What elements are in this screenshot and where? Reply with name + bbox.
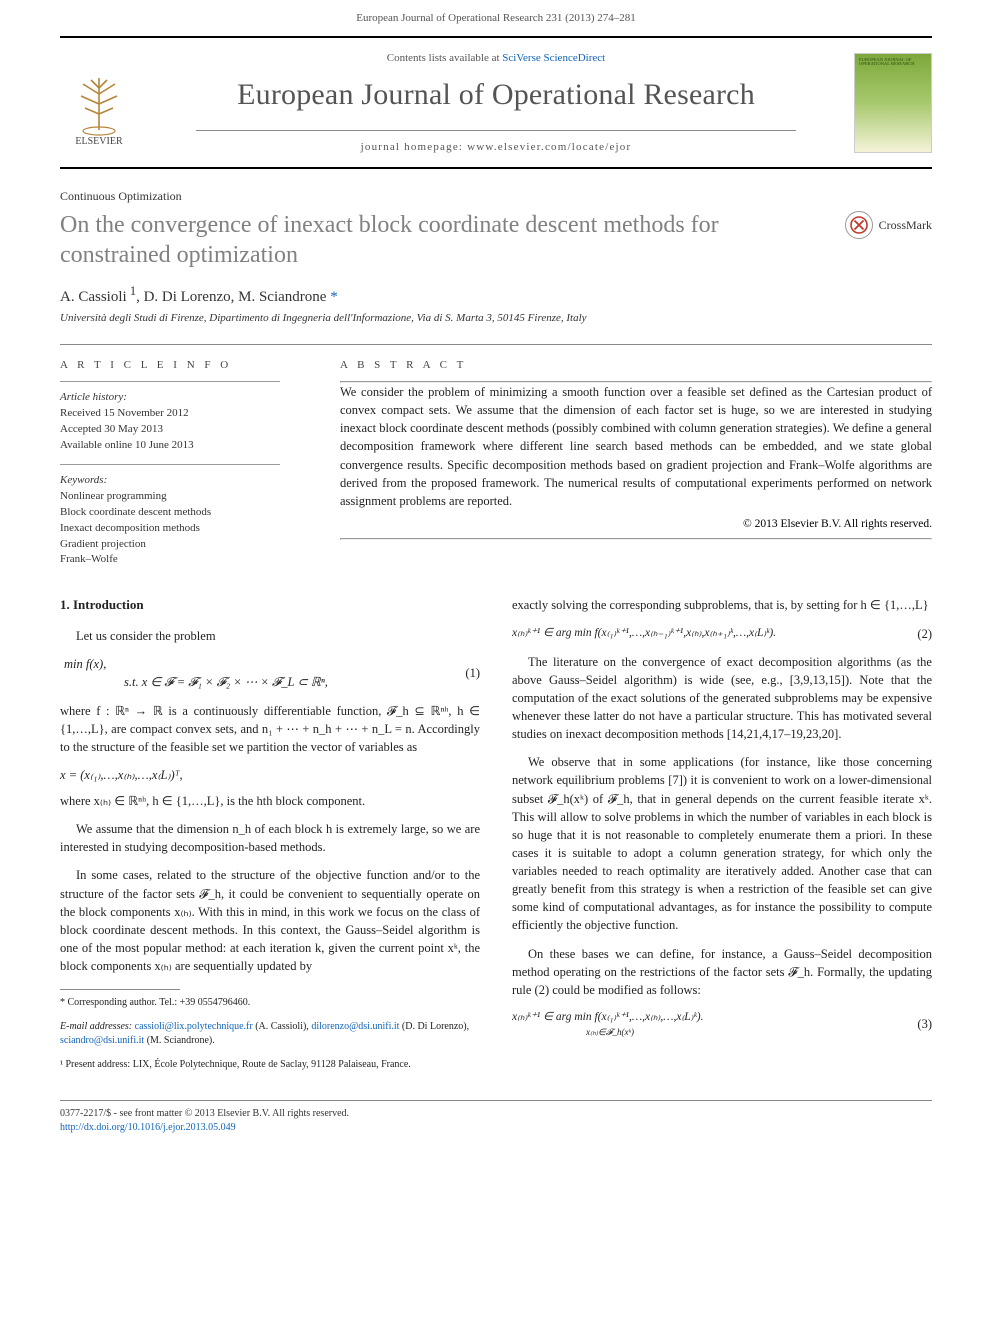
journal-masthead: ELSEVIER Contents lists available at Sci… <box>60 38 932 167</box>
authors-line: A. Cassioli 1, D. Di Lorenzo, M. Sciandr… <box>60 284 932 306</box>
publisher-logo: ELSEVIER <box>60 59 138 147</box>
fn-emails-label: E-mail addresses: <box>60 1021 135 1032</box>
contents-line: Contents lists available at SciVerse Sci… <box>156 52 836 64</box>
para-3: where x₍ₕ₎ ∈ ℝⁿʰ, h ∈ {1,…,L}, is the ht… <box>60 792 480 810</box>
rule-under-title <box>196 130 796 131</box>
r-para-1: exactly solving the corresponding subpro… <box>512 596 932 614</box>
abstract-text: We consider the problem of minimizing a … <box>340 383 932 510</box>
history-online: Available online 10 June 2013 <box>60 439 194 451</box>
fn-emails: E-mail addresses: cassioli@lix.polytechn… <box>60 1020 480 1048</box>
info-rule-1 <box>60 381 280 382</box>
publisher-name: ELSEVIER <box>75 136 122 147</box>
email-1-who: (A. Cassioli), <box>253 1021 312 1032</box>
email-1[interactable]: cassioli@lix.polytechnique.fr <box>135 1021 253 1032</box>
meta-row: A R T I C L E I N F O Article history: R… <box>60 344 932 568</box>
r-para-3: We observe that in some applications (fo… <box>512 753 932 934</box>
history-accepted: Accepted 30 May 2013 <box>60 423 163 435</box>
eq2-number: (2) <box>917 625 932 643</box>
rule-under-masthead <box>60 167 932 169</box>
article-title: On the convergence of inexact block coor… <box>60 210 820 270</box>
corresponding-mark[interactable]: * <box>330 289 338 305</box>
cover-text: EUROPEAN JOURNAL OF OPERATIONAL RESEARCH <box>859 58 927 68</box>
section-label: Continuous Optimization <box>60 189 932 204</box>
email-2[interactable]: dilorenzo@dsi.unifi.it <box>311 1021 399 1032</box>
eq2-body: x₍ₕ₎ᵏ⁺¹ ∈ arg min f(x₍₁₎ᵏ⁺¹,…,x₍ₕ₋₁₎ᵏ⁺¹,… <box>512 625 776 642</box>
eq3-sub: x₍ₕ₎∈𝓕_h(xᵏ) <box>586 1026 703 1039</box>
contents-prefix: Contents lists available at <box>387 52 502 64</box>
history-label: Article history: <box>60 391 127 403</box>
abstract-copyright: © 2013 Elsevier B.V. All rights reserved… <box>340 518 932 530</box>
fn-corresponding: * Corresponding author. Tel.: +39 055479… <box>60 996 480 1010</box>
section-1-heading: 1. Introduction <box>60 596 480 615</box>
author-2: D. Di Lorenzo <box>144 289 231 305</box>
kw-2: Block coordinate descent methods <box>60 506 211 518</box>
email-2-who: (D. Di Lorenzo), <box>399 1021 469 1032</box>
equation-3: x₍ₕ₎ᵏ⁺¹ ∈ arg min f(x₍₁₎ᵏ⁺¹,…,x₍ₕ₎,…,x₍L… <box>512 1009 932 1039</box>
journal-center: Contents lists available at SciVerse Sci… <box>156 52 836 153</box>
affiliation: Università degli Studi di Firenze, Dipar… <box>60 312 932 324</box>
history-received: Received 15 November 2012 <box>60 407 189 419</box>
kw-3: Inexact decomposition methods <box>60 522 200 534</box>
keywords-label: Keywords: <box>60 474 107 486</box>
info-heading: A R T I C L E I N F O <box>60 359 300 371</box>
para-4: We assume that the dimension n_h of each… <box>60 820 480 856</box>
email-3-who: (M. Sciandrone). <box>144 1035 215 1046</box>
para-5: In some cases, related to the structure … <box>60 866 480 975</box>
author-1-note: 1 <box>127 284 136 298</box>
abstract-block: A B S T R A C T We consider the problem … <box>340 359 932 568</box>
journal-cover-thumb: EUROPEAN JOURNAL OF OPERATIONAL RESEARCH <box>854 53 932 153</box>
sciencedirect-link[interactable]: SciVerse ScienceDirect <box>502 52 605 64</box>
body-columns: 1. Introduction Let us consider the prob… <box>60 596 932 1082</box>
author-3: M. Sciandrone <box>238 289 326 305</box>
para-1: Let us consider the problem <box>60 627 480 645</box>
crossmark-label: CrossMark <box>879 218 932 233</box>
kw-1: Nonlinear programming <box>60 490 167 502</box>
info-rule-2 <box>60 464 280 465</box>
eq1-line2: s.t. x ∈ 𝓕 = 𝓕₁ × 𝓕₂ × ⋯ × 𝓕_L ⊂ ℝⁿ, <box>124 673 328 691</box>
elsevier-tree-icon <box>69 74 129 136</box>
equation-1: min f(x), s.t. x ∈ 𝓕 = 𝓕₁ × 𝓕₂ × ⋯ × 𝓕_L… <box>60 655 480 691</box>
para-2: where f : ℝⁿ → ℝ is a continuously diffe… <box>60 702 480 756</box>
eq-x: x = (x₍₁₎,…,x₍ₕ₎,…,x₍L₎)ᵀ, <box>60 766 480 784</box>
homepage-label: journal homepage: <box>361 141 468 153</box>
footer-line1: 0377-2217/$ - see front matter © 2013 El… <box>60 1107 932 1121</box>
eq3-body: x₍ₕ₎ᵏ⁺¹ ∈ arg min f(x₍₁₎ᵏ⁺¹,…,x₍ₕ₎,…,x₍L… <box>512 1009 703 1026</box>
author-1: A. Cassioli <box>60 289 127 305</box>
footnote-separator <box>60 989 180 990</box>
article-header: Continuous Optimization On the convergen… <box>60 189 932 270</box>
running-header: European Journal of Operational Research… <box>0 0 992 36</box>
r-para-2: The literature on the convergence of exa… <box>512 653 932 744</box>
kw-5: Frank–Wolfe <box>60 553 118 565</box>
column-left: 1. Introduction Let us consider the prob… <box>60 596 480 1082</box>
crossmark-widget[interactable]: CrossMark <box>845 211 932 239</box>
crossmark-icon <box>845 211 873 239</box>
eq3-number: (3) <box>917 1015 932 1033</box>
homepage-url: www.elsevier.com/locate/ejor <box>467 141 631 153</box>
article-info: A R T I C L E I N F O Article history: R… <box>60 359 300 568</box>
kw-4: Gradient projection <box>60 538 146 550</box>
eq1-line1: min f(x), <box>64 655 328 673</box>
doi-link[interactable]: http://dx.doi.org/10.1016/j.ejor.2013.05… <box>60 1122 236 1133</box>
abstract-heading: A B S T R A C T <box>340 359 932 371</box>
fn-present-address: ¹ Present address: LIX, École Polytechni… <box>60 1058 480 1072</box>
footnotes: * Corresponding author. Tel.: +39 055479… <box>60 996 480 1072</box>
journal-homepage: journal homepage: www.elsevier.com/locat… <box>156 141 836 153</box>
column-right: exactly solving the corresponding subpro… <box>512 596 932 1082</box>
eq1-number: (1) <box>465 664 480 682</box>
email-3[interactable]: sciandro@dsi.unifi.it <box>60 1035 144 1046</box>
r-para-4: On these bases we can define, for instan… <box>512 945 932 999</box>
abstract-rule-bottom <box>340 538 932 540</box>
page-footer: 0377-2217/$ - see front matter © 2013 El… <box>60 1100 932 1135</box>
equation-2: x₍ₕ₎ᵏ⁺¹ ∈ arg min f(x₍₁₎ᵏ⁺¹,…,x₍ₕ₋₁₎ᵏ⁺¹,… <box>512 625 932 643</box>
journal-title: European Journal of Operational Research <box>156 78 836 112</box>
